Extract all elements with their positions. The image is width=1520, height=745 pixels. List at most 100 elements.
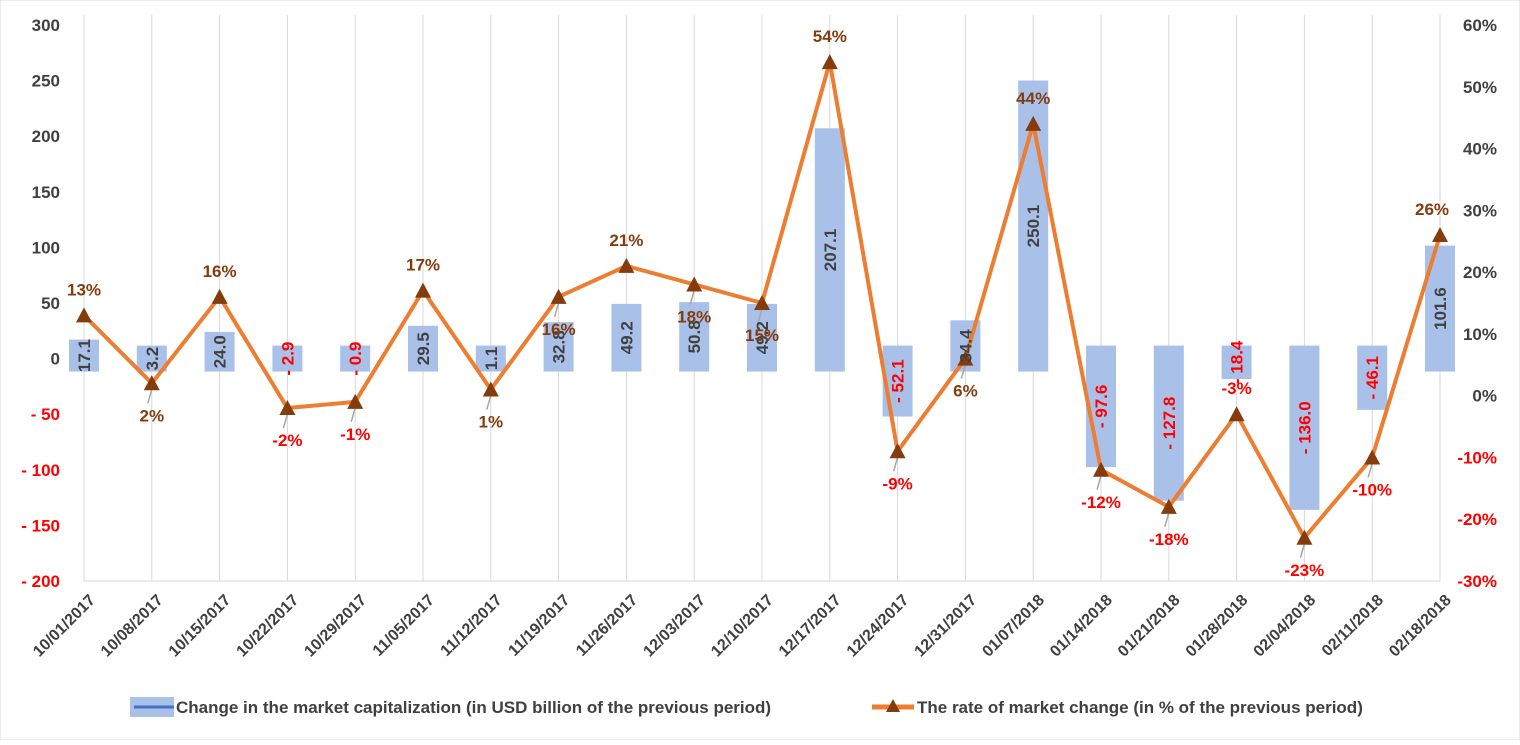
bar xyxy=(543,322,574,372)
bar-value-label: 32.8 xyxy=(550,330,569,363)
triangle-marker-icon xyxy=(211,288,228,304)
triangle-marker-icon xyxy=(143,375,160,391)
bar xyxy=(1357,345,1388,410)
right-axis-tick-label: 0% xyxy=(1472,387,1497,406)
rate-value-label: 44% xyxy=(1016,89,1050,108)
bar-value-label: - 18.4 xyxy=(1228,340,1247,384)
rate-value-label: 2% xyxy=(140,406,165,425)
left-axis-tick-label: 150 xyxy=(32,183,60,202)
bar xyxy=(679,302,710,372)
rate-value-label: 16% xyxy=(203,262,237,281)
triangle-marker-icon xyxy=(1160,498,1177,514)
triangle-marker-icon xyxy=(76,307,92,323)
bar-value-label: - 52.1 xyxy=(889,359,908,402)
bar-value-label: 101.6 xyxy=(1431,287,1450,330)
right-axis-tick-label: 60% xyxy=(1463,16,1497,35)
triangle-marker-icon xyxy=(1228,406,1245,422)
line-series xyxy=(76,54,1448,558)
left-axis-tick-label: 300 xyxy=(32,16,60,35)
legend-triangle-marker-icon xyxy=(886,699,900,712)
rate-value-label: -12% xyxy=(1081,493,1121,512)
bar-value-label: - 97.6 xyxy=(1092,385,1111,428)
bar xyxy=(1221,345,1252,380)
triangle-marker-icon xyxy=(550,288,567,304)
right-axis-tick-label: 50% xyxy=(1463,78,1497,97)
triangle-marker-icon xyxy=(1432,227,1448,243)
rate-value-label: 54% xyxy=(813,27,847,46)
label-leader-line xyxy=(1164,512,1170,528)
bar xyxy=(204,331,235,372)
left-axis-tick-label: - 100 xyxy=(21,461,60,480)
triangle-marker-icon xyxy=(957,350,974,366)
label-leader-line xyxy=(553,302,560,318)
bar xyxy=(1153,345,1184,501)
left-axis-tick-label: - 150 xyxy=(21,516,60,535)
bar xyxy=(814,128,845,372)
bar xyxy=(340,345,371,372)
triangle-marker-icon xyxy=(482,381,499,397)
rate-value-label: -10% xyxy=(1352,480,1392,499)
bar-value-label: 49.2 xyxy=(753,321,772,354)
label-leader-line xyxy=(282,413,289,429)
right-axis-tick-label: 40% xyxy=(1463,140,1497,159)
bar-value-label: - 127.8 xyxy=(1160,397,1179,450)
bar xyxy=(1289,345,1320,510)
label-leader-line xyxy=(486,395,492,410)
bar-value-label: 250.1 xyxy=(1024,205,1043,248)
bar-value-label: 49.2 xyxy=(617,321,636,354)
rate-value-label: 15% xyxy=(745,326,779,345)
rate-value-label: 6% xyxy=(953,382,978,401)
bar-value-label: 50.8 xyxy=(685,320,704,353)
legend-label-bar: Change in the market capitalization (in … xyxy=(176,698,771,717)
triangle-marker-icon xyxy=(1296,529,1313,545)
bar-value-label: 29.5 xyxy=(414,332,433,365)
rate-value-label: 1% xyxy=(479,412,504,431)
legend: Change in the market capitalization (in … xyxy=(130,697,1363,717)
bar-value-label: 1.1 xyxy=(482,347,501,371)
right-axis-tick-label: -30% xyxy=(1457,572,1497,591)
triangle-marker-icon xyxy=(1025,115,1042,131)
left-axis-tick-label: 50 xyxy=(41,294,60,313)
left-axis-tick-label: 250 xyxy=(32,72,60,91)
left-axis-tick-label: - 50 xyxy=(31,405,60,424)
triangle-marker-icon xyxy=(889,443,906,459)
right-axis-tick-label: 20% xyxy=(1463,263,1497,282)
right-axis-tick-label: 30% xyxy=(1463,201,1497,220)
bar-series xyxy=(69,80,1455,510)
label-leader-line xyxy=(1096,475,1102,491)
triangle-marker-icon xyxy=(415,282,431,298)
bar xyxy=(1086,345,1116,468)
left-axis-tick-label: 100 xyxy=(32,238,60,257)
rate-value-label: 18% xyxy=(677,307,711,326)
rate-value-label: 17% xyxy=(406,256,440,275)
bar xyxy=(69,339,99,372)
rate-value-label: -3% xyxy=(1221,379,1251,398)
bar-value-label: - 2.9 xyxy=(278,342,297,376)
left-axis-tick-label: - 200 xyxy=(21,572,60,591)
triangle-marker-icon xyxy=(821,54,838,70)
bar xyxy=(272,345,303,372)
triangle-marker-icon xyxy=(279,400,296,416)
bar-value-label: 34.4 xyxy=(956,329,975,363)
rate-value-label: 16% xyxy=(542,320,576,339)
legend-label-line: The rate of market change (in % of the p… xyxy=(917,698,1363,717)
bar-value-label: - 0.9 xyxy=(346,342,365,376)
triangle-marker-icon xyxy=(754,295,770,310)
label-leader-line xyxy=(350,407,356,423)
data-labels: 17.1 3.2 24.0 - 2.9 - 0.9 29.5 1.1 32.8 49.2 50.8… xyxy=(67,27,1450,580)
label-leader-line xyxy=(1299,543,1306,558)
triangle-marker-icon xyxy=(1364,449,1381,465)
label-leader-line xyxy=(757,308,763,324)
triangle-marker-icon xyxy=(1093,461,1109,477)
label-leader-line xyxy=(892,457,899,472)
rate-value-label: -23% xyxy=(1285,561,1325,580)
right-axis-tick-label: -10% xyxy=(1457,448,1497,467)
bar xyxy=(136,345,167,372)
rate-value-label: -2% xyxy=(272,431,302,450)
bar-value-label: 3.2 xyxy=(143,347,162,371)
rate-value-label: -9% xyxy=(882,474,912,493)
rate-value-label: -18% xyxy=(1149,530,1189,549)
rate-value-label: 13% xyxy=(67,280,101,299)
